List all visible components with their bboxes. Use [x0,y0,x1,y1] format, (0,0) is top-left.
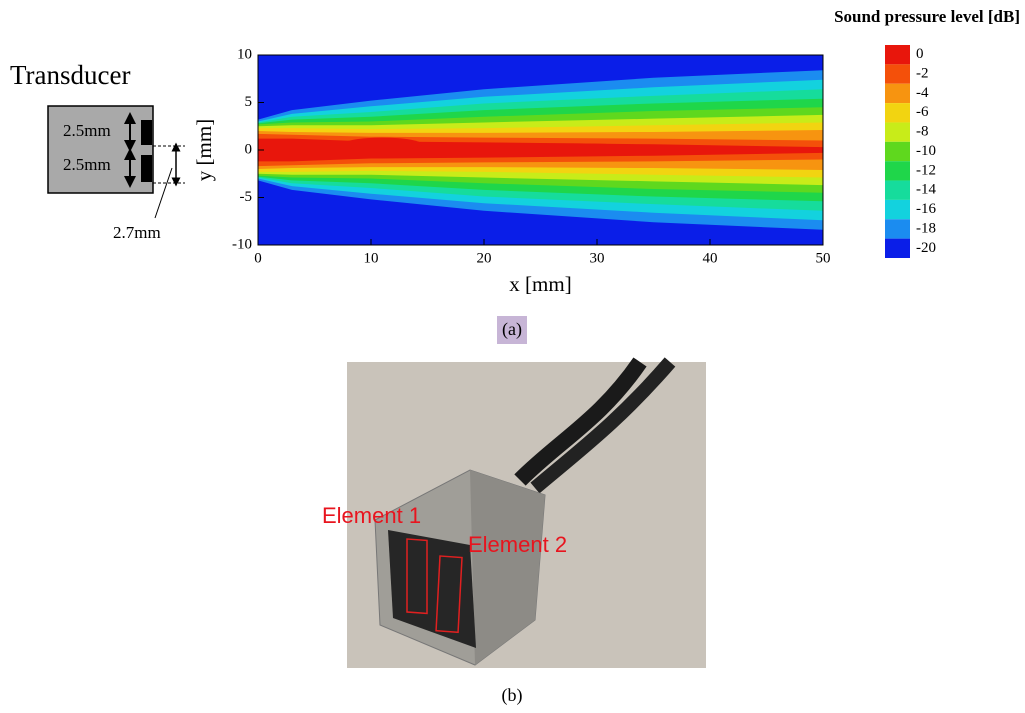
colorbar-swatch [885,219,910,239]
dim-label: 2.5mm [63,121,111,140]
element [141,120,152,145]
y-axis-label: y [mm] [192,119,216,181]
colorbar-label: -2 [916,65,929,81]
colorbar-label: -8 [916,124,929,140]
colorbar-swatch [885,238,910,258]
transducer-face [388,530,476,648]
contour-band [483,143,643,151]
colorbar-swatch [885,161,910,181]
colorbar-label: -18 [916,220,936,236]
colorbar-swatch [885,83,910,104]
panel-label: (a) [502,319,522,340]
element [141,155,152,182]
colorbar-swatch [885,122,910,142]
colorbar-label: -4 [916,85,929,101]
transducer-body [47,105,154,194]
y-tick-label: 5 [245,94,253,110]
contour-band [342,137,422,151]
dim-label: 2.7mm [113,223,161,242]
x-tick-label: 10 [364,250,379,266]
y-tick-label: 10 [237,46,252,62]
leader [154,167,173,219]
colorbar-title: Sound pressure level [dB] [834,7,1020,26]
photo-label: Element 2 [468,532,567,557]
colorbar-swatch [885,103,910,123]
colorbar-label: -20 [916,240,936,256]
schematic-title: Transducer [10,60,131,90]
colorbar-label: -10 [916,143,936,159]
colorbar-swatch [885,180,910,200]
x-tick-label: 30 [590,250,605,266]
y-tick-label: -5 [240,189,253,205]
colorbar-label: -16 [916,201,936,217]
x-axis-label: x [mm] [509,272,571,296]
cable [514,357,647,486]
x-tick-label: 40 [703,250,718,266]
colorbar-label: -6 [916,104,929,120]
x-tick-label: 20 [477,250,492,266]
cable [530,357,676,494]
colorbar-label: -14 [916,182,936,198]
colorbar-swatch [885,141,910,162]
y-tick-label: -10 [232,236,252,252]
panel-label: (b) [502,685,523,706]
x-tick-label: 0 [254,250,262,266]
element-outline [435,555,463,634]
dim-label: 2.5mm [63,155,111,174]
colorbar-swatch [885,199,910,220]
photo-label: Element 1 [322,503,421,528]
colorbar-swatch [885,64,910,84]
element-outline [406,538,428,615]
colorbar-label: 0 [916,46,924,62]
colorbar-swatch [885,45,910,65]
colorbar-label: -12 [916,162,936,178]
x-tick-label: 50 [816,250,831,266]
y-tick-label: 0 [245,141,253,157]
photo: Element 1 Element 2 [322,357,706,668]
housing-side [470,470,545,665]
label-highlight [497,316,527,344]
